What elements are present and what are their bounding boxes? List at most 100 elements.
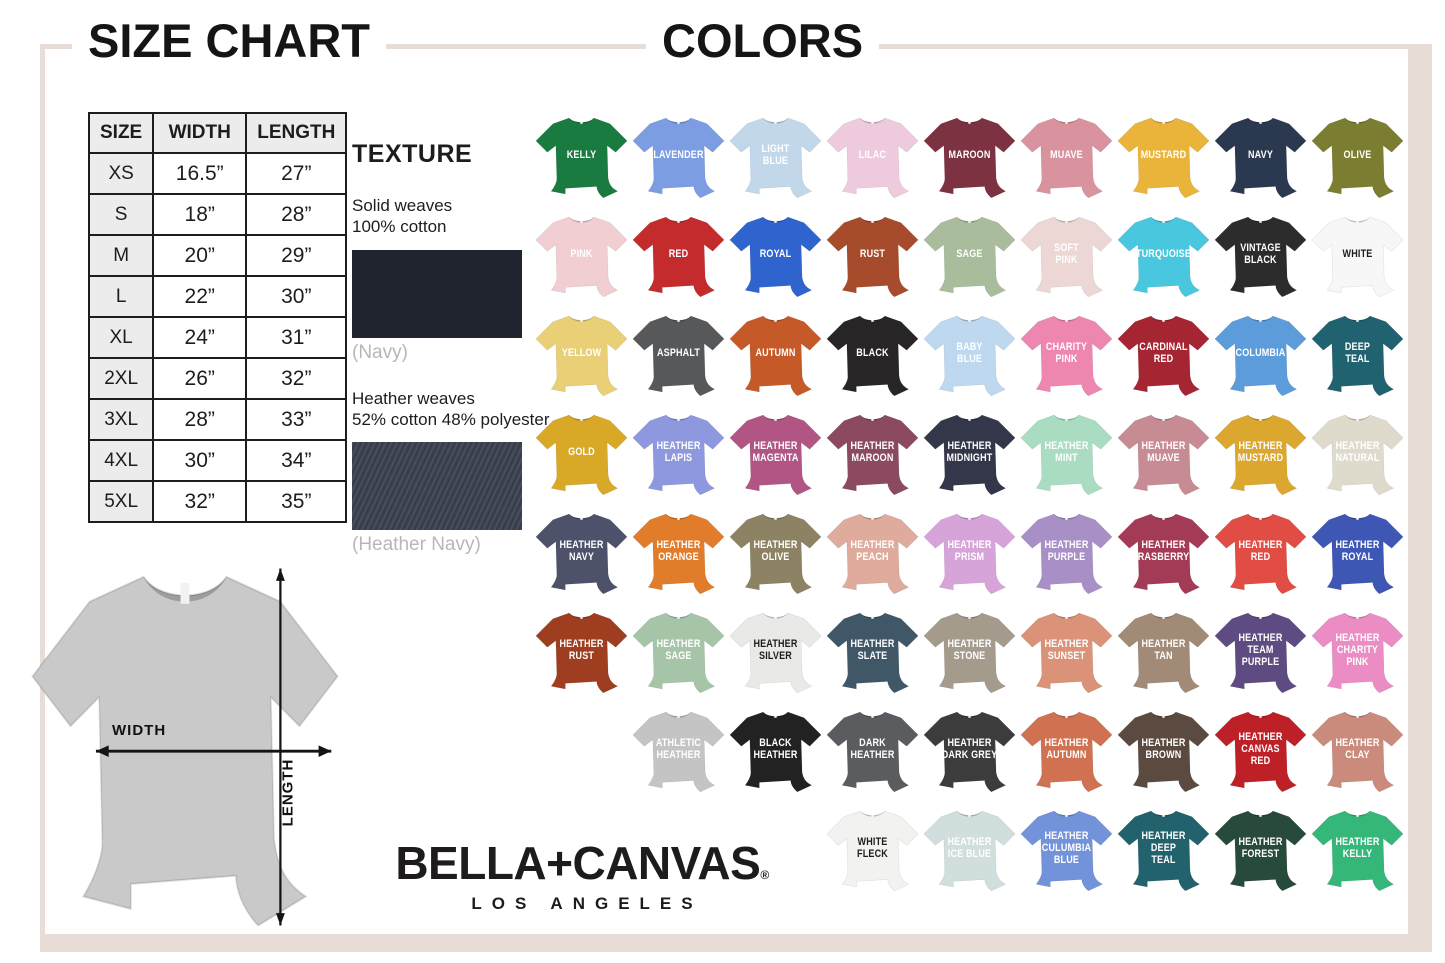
- tshirt-graphic: [729, 216, 822, 298]
- color-swatch-shirt: HEATHER KELLY: [1309, 803, 1406, 902]
- color-swatch-shirt: MAROON: [921, 110, 1018, 209]
- color-name-label: HEATHER KELLY: [1335, 836, 1380, 860]
- color-name-label: HEATHER ICE BLUE: [947, 836, 992, 860]
- tshirt-graphic: [1117, 315, 1210, 397]
- color-swatch-shirt: RUST: [824, 209, 921, 308]
- color-swatch-shirt: ASPHALT: [630, 308, 727, 407]
- length-measure-label: LENGTH: [279, 758, 297, 827]
- size-table: SIZE WIDTH LENGTH XS 16.5” 27” S 18” 28” M 20” 29”…: [87, 112, 348, 523]
- tshirt-graphic: [826, 513, 919, 595]
- color-name-label: DARK HEATHER: [850, 737, 895, 761]
- tshirt-graphic: [1311, 810, 1404, 892]
- color-swatch-shirt: HEATHER RUST: [533, 605, 630, 704]
- size-table-cell: 20”: [152, 234, 248, 277]
- color-swatch-shirt: HEATHER MIDNIGHT: [921, 407, 1018, 506]
- color-swatch-shirt: HEATHER MUSTARD: [1212, 407, 1309, 506]
- size-table-cell: 29”: [245, 234, 348, 277]
- size-table-cell: 32”: [245, 357, 348, 400]
- size-table-cell: L: [87, 275, 155, 318]
- color-name-label: HEATHER SAGE: [656, 638, 701, 662]
- registered-mark: ®: [760, 868, 769, 882]
- color-name-label: LIGHT BLUE: [761, 143, 790, 167]
- size-table-cell: 28”: [152, 398, 248, 441]
- color-swatch-shirt: ROYAL: [727, 209, 824, 308]
- color-swatch-shirt: HEATHER MUAVE: [1115, 407, 1212, 506]
- size-table-row: 5XL 32” 35”: [87, 480, 348, 523]
- color-swatch-shirt: HEATHER FOREST: [1212, 803, 1309, 902]
- tshirt-graphic: [1117, 513, 1210, 595]
- tshirt-graphic: [923, 513, 1016, 595]
- size-table-row: 2XL 26” 32”: [87, 357, 348, 400]
- tshirt-graphic: [1020, 117, 1113, 199]
- heather-weaves-line1: Heather weaves: [352, 388, 475, 408]
- color-name-label: KELLY: [566, 149, 597, 162]
- measurement-arrows: [95, 568, 332, 926]
- tshirt-graphic: [632, 711, 725, 793]
- color-name-label: DEEP TEAL: [1344, 341, 1371, 365]
- color-swatch-shirt: HEATHER MINT: [1018, 407, 1115, 506]
- color-swatch-shirt: OLIVE: [1309, 110, 1406, 209]
- color-swatch-shirt: HEATHER SILVER: [727, 605, 824, 704]
- color-name-label: HEATHER LAPIS: [656, 440, 701, 464]
- color-swatch-shirt: AUTUMN: [727, 308, 824, 407]
- grid-spacer: [727, 803, 824, 902]
- tshirt-graphic: [1214, 216, 1307, 298]
- color-name-label: HEATHER FOREST: [1238, 836, 1283, 860]
- heather-weaves-label: Heather weaves 52% cotton 48% polyester: [352, 388, 562, 431]
- measurement-shirt-graphic: [31, 568, 339, 927]
- tshirt-graphic: [826, 612, 919, 694]
- color-name-label: ATHLETIC HEATHER: [655, 737, 702, 761]
- tshirt-graphic: [1117, 414, 1210, 496]
- color-swatch-shirt: TURQUOISE: [1115, 209, 1212, 308]
- color-swatch-shirt: GOLD: [533, 407, 630, 506]
- tshirt-graphic: [1117, 612, 1210, 694]
- tshirt-graphic: [535, 216, 628, 298]
- tshirt-graphic: [1020, 513, 1113, 595]
- color-name-label: YELLOW: [561, 347, 602, 360]
- color-swatch-shirt: HEATHER CHARITY PINK: [1309, 605, 1406, 704]
- tshirt-graphic: [1117, 711, 1210, 793]
- color-name-label: PINK: [570, 248, 593, 261]
- color-name-label: ROYAL: [759, 248, 792, 261]
- color-name-label: HEATHER CULUMBIA BLUE: [1041, 830, 1092, 866]
- tshirt-graphic: [632, 117, 725, 199]
- tshirt-graphic: [1020, 711, 1113, 793]
- size-chart-title: SIZE CHART: [72, 13, 386, 68]
- tshirt-graphic: [535, 513, 628, 595]
- tshirt-graphic: [826, 315, 919, 397]
- tshirt-graphic: [535, 612, 628, 694]
- color-swatch-shirt: HEATHER MAROON: [824, 407, 921, 506]
- color-swatch-shirt: HEATHER DEEP TEAL: [1115, 803, 1212, 902]
- color-name-label: HEATHER MUSTARD: [1237, 440, 1284, 464]
- size-table-row: XL 24” 31”: [87, 316, 348, 359]
- tshirt-graphic: [923, 810, 1016, 892]
- size-table-cell: 31”: [245, 316, 348, 359]
- size-table-cell: 30”: [152, 439, 248, 482]
- color-name-label: RED: [668, 248, 689, 261]
- color-name-label: MUSTARD: [1140, 149, 1187, 162]
- color-name-label: GOLD: [568, 446, 595, 459]
- color-name-label: HEATHER TAN: [1141, 638, 1186, 662]
- color-name-label: HEATHER MAROON: [850, 440, 895, 464]
- color-swatch-shirt: LILAC: [824, 110, 921, 209]
- color-name-label: BABY BLUE: [956, 341, 983, 365]
- color-name-label: HEATHER CLAY: [1335, 737, 1380, 761]
- tshirt-graphic: [1117, 117, 1210, 199]
- tshirt-graphic: [1311, 117, 1404, 199]
- heather-navy-caption: (Heather Navy): [352, 534, 481, 555]
- size-table-header-width: WIDTH: [152, 112, 248, 154]
- color-swatch-shirt: LAVENDER: [630, 110, 727, 209]
- color-name-label: HEATHER NATURAL: [1335, 440, 1380, 464]
- color-swatch-shirt: HEATHER SLATE: [824, 605, 921, 704]
- color-swatch-shirt: HEATHER DARK GREY: [921, 704, 1018, 803]
- color-swatch-shirt: CARDINAL RED: [1115, 308, 1212, 407]
- color-swatch-shirt: KELLY: [533, 110, 630, 209]
- tshirt-graphic: [535, 414, 628, 496]
- size-table-cell: 3XL: [87, 398, 155, 441]
- color-swatch-shirt: HEATHER SAGE: [630, 605, 727, 704]
- color-name-label: HEATHER RED: [1238, 539, 1283, 563]
- color-name-label: WHITE FLECK: [857, 836, 888, 860]
- size-table-cell: 2XL: [87, 357, 155, 400]
- color-swatch-shirt: WHITE: [1309, 209, 1406, 308]
